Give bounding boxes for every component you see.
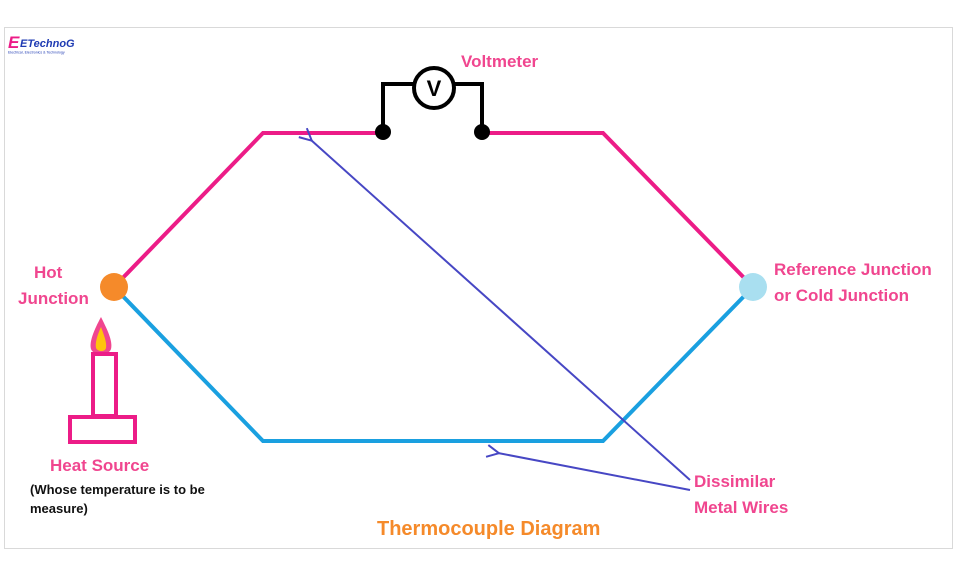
brand-name: ETechnoG: [20, 38, 75, 50]
voltmeter-body: [412, 66, 456, 110]
heat-source-candle: [68, 317, 137, 444]
wire-a-right: [482, 131, 755, 289]
brand-logo: E ETechnoG Electrical, Electronics & Tec…: [8, 33, 75, 55]
reference-junction-label-line1: Reference Junction: [774, 260, 932, 279]
voltmeter-terminal-left: [375, 124, 391, 140]
arrow-to-wire-a: [311, 140, 691, 481]
hot-junction: [100, 273, 128, 301]
voltmeter-label: Voltmeter: [461, 52, 539, 71]
hot-junction-label-line2: Junction: [18, 289, 89, 308]
diagram-frame: [4, 27, 953, 549]
voltmeter-lead-right: [454, 82, 484, 132]
flame-inner: [95, 327, 107, 351]
heat-source-label: Heat Source: [50, 456, 149, 475]
voltmeter-symbol: V: [427, 76, 442, 101]
cold-junction: [739, 273, 767, 301]
heat-source-note-line2: measure): [30, 501, 88, 516]
hot-junction-label-line1: Hot: [34, 263, 63, 282]
heat-source-note-line1: (Whose temperature is to be: [30, 482, 205, 497]
brand-tagline: Electrical, Electronics & Technology: [8, 51, 65, 55]
dissimilar-wires-label-line2: Metal Wires: [694, 498, 788, 517]
voltmeter-lead-left: [381, 82, 415, 132]
arrow-to-wire-b: [498, 453, 691, 491]
wire-a-left: [112, 131, 383, 289]
candle-base: [68, 415, 137, 444]
voltmeter-terminal-right: [474, 124, 490, 140]
brand-name-initial: E: [8, 33, 20, 52]
diagram-title: Thermocouple Diagram: [377, 518, 600, 540]
wire-b: [112, 285, 755, 443]
voltmeter: V: [412, 66, 456, 110]
dissimilar-wires-label-line1: Dissimilar: [694, 472, 776, 491]
reference-junction-label-line2: or Cold Junction: [774, 286, 909, 305]
